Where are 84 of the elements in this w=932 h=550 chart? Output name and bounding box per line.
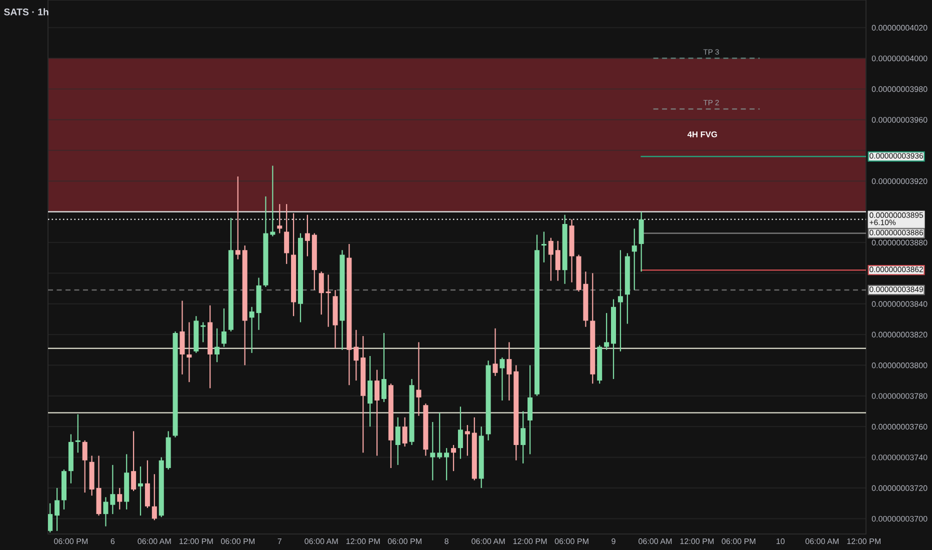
y-tick-label: 0.00000003740	[872, 454, 928, 460]
band-label: 4H FVG	[687, 131, 717, 138]
candlestick	[506, 342, 512, 402]
candlestick	[110, 464, 116, 515]
candlestick	[618, 250, 623, 352]
candlestick	[144, 460, 150, 508]
candlestick	[395, 416, 400, 466]
y-tick-label: 0.00000003780	[872, 393, 928, 399]
y-tick-label: 0.00000003880	[872, 240, 928, 246]
candlestick	[277, 204, 282, 234]
candlestick	[437, 412, 442, 460]
x-tick-label: 06:00 AM	[805, 538, 839, 544]
candlestick	[528, 364, 533, 455]
candlestick	[186, 322, 192, 383]
candlestick	[48, 502, 53, 534]
candlestick	[82, 440, 88, 494]
x-tick-label: 10	[776, 538, 785, 544]
x-tick-label: 12:00 PM	[680, 538, 714, 544]
candlestick	[632, 228, 637, 291]
candlestick	[458, 406, 463, 460]
y-tick-label: 0.00000003700	[872, 516, 928, 522]
x-tick-label: 06:00 PM	[388, 538, 422, 544]
y-tick-label: 0.00000003760	[872, 424, 928, 430]
candlestick	[500, 356, 505, 402]
candlestick	[492, 328, 498, 377]
candlestick	[270, 165, 276, 237]
x-tick-label: 06:00 PM	[554, 538, 588, 544]
x-tick-label: 8	[444, 538, 448, 544]
y-tick-label: 0.00000003980	[872, 86, 928, 92]
candlestick	[152, 474, 157, 521]
x-tick-label: 12:00 PM	[346, 538, 380, 544]
candlestick	[548, 237, 554, 282]
candlestick	[604, 312, 610, 350]
candlestick	[221, 308, 226, 348]
candlestick	[444, 448, 450, 481]
x-tick-label: 06:00 PM	[220, 538, 254, 544]
candlestick	[103, 496, 108, 527]
x-tick-label: 12:00 PM	[847, 538, 880, 544]
candlestick	[368, 355, 373, 428]
candlestick	[318, 271, 324, 316]
text: SATS · 1h	[4, 8, 48, 16]
y-tick-label: 0.00000003800	[872, 362, 928, 368]
candlestick	[326, 274, 331, 328]
candlestick	[354, 329, 359, 382]
candlestick	[430, 421, 436, 481]
y-tick-label: 0.00000003820	[872, 332, 928, 338]
candlestick	[304, 214, 310, 257]
x-tick-label: 06:00 AM	[472, 538, 505, 544]
candlestick	[117, 487, 122, 510]
y-tick-label: 0.00000003920	[872, 178, 928, 184]
x-tick-label: 7	[278, 538, 282, 544]
candlestick	[75, 414, 80, 454]
y-tick-label: 0.00000004020	[872, 24, 928, 31]
y-tick-label: 0.00000004000	[872, 56, 928, 62]
candlestick	[555, 240, 560, 282]
candlestick	[374, 369, 380, 456]
x-tick-label: 6	[110, 538, 115, 544]
candlestick	[381, 332, 386, 403]
candlestick	[131, 430, 136, 492]
x-tick-label: 06:00 AM	[638, 538, 672, 544]
y-tick-label: 0.00000003960	[872, 116, 928, 123]
y-tick-label: 0.00000003720	[872, 485, 928, 491]
y-tick-label: 0.00000003840	[872, 301, 928, 307]
candlestick	[54, 487, 60, 532]
x-tick-label: 06:00 AM	[138, 538, 171, 544]
candlestick	[200, 322, 206, 343]
x-tick-label: 06:00 PM	[722, 538, 756, 544]
candlestick	[249, 306, 254, 354]
x-tick-label: 12:00 PM	[180, 538, 213, 544]
candlestick	[138, 466, 144, 516]
x-tick-label: 06:00 AM	[304, 538, 338, 544]
x-tick-label: 06:00 PM	[54, 538, 88, 544]
candlestick	[235, 176, 240, 260]
candlestick	[284, 204, 290, 264]
candlestick	[520, 410, 526, 464]
candlestick	[180, 300, 185, 375]
candlestick	[541, 231, 546, 263]
candlestick	[402, 416, 408, 448]
candlestick	[214, 328, 220, 363]
candlestick	[451, 444, 456, 472]
candlestick	[464, 424, 470, 456]
candlestick	[416, 342, 422, 416]
x-tick-label: 9	[612, 538, 616, 544]
x-tick-label: 12:00 PM	[513, 538, 547, 544]
